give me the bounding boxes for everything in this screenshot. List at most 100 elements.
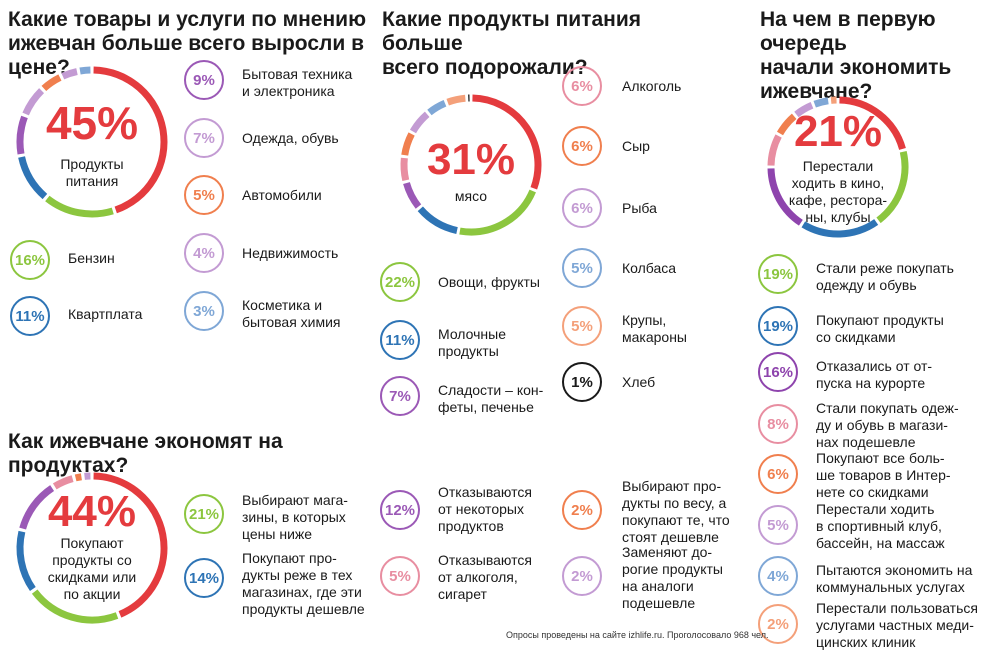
chart0-segment-0 (93, 66, 168, 214)
chart1-item-7-pct: 5% (562, 306, 602, 346)
chart1-item-2-pct: 7% (380, 376, 420, 416)
chart1-item-6-label: Колбаса (622, 260, 677, 276)
chart2-item-7-label: Перестали пользоваться услугами частных … (816, 600, 978, 650)
chart1-item-6-pct: 5% (562, 248, 602, 288)
chart2-item-4-label: Покупают все боль- ше товаров в Интер- н… (816, 450, 951, 500)
chart0-item-1-label: Квартплата (68, 306, 143, 322)
chart2-item-4-pct: 6% (758, 454, 798, 494)
chart2-item-0-label: Стали реже покупать одежду и обувь (816, 260, 954, 293)
chart0-item-2-label: Бытовая техника и электроника (242, 66, 353, 99)
chart3-item-5-label: Заменяют до- рогие продукты на аналоги п… (622, 544, 723, 611)
chart3-segment-5 (74, 473, 82, 482)
saving-title: Как ижевчане экономят на продуктах? (8, 430, 283, 477)
chart1-item-7-label: Крупы, макароны (622, 312, 687, 345)
goods-main-label: Продукты питания (60, 156, 124, 189)
chart2-item-3-label: Стали покупать одеж- ду и обувь в магази… (816, 400, 959, 450)
goods-main-pct: 45% (45, 97, 139, 149)
chart0-segment-2 (18, 156, 48, 200)
chart2-segment-4 (767, 134, 782, 166)
goods-donut-chart (16, 66, 168, 218)
chart3-segment-0 (93, 472, 168, 618)
chart3-item-1-label: Покупают про- дукты реже в тех магазинах… (242, 550, 365, 617)
chart3-item-0-label: Выбирают мага- зины, в которых цены ниже (242, 492, 348, 542)
chart0-segment-1 (45, 195, 114, 218)
chart1-segment-2 (417, 206, 458, 234)
chart1-item-0-label: Овощи, фрукты (438, 274, 540, 290)
economy-title: На чем в первую очередь начали экономить… (760, 8, 952, 103)
chart3-item-4-pct: 2% (562, 490, 602, 530)
chart2-segment-2 (801, 219, 879, 238)
chart2-segment-1 (876, 150, 909, 224)
chart1-item-4-label: Сыр (622, 138, 650, 154)
chart0-item-0-pct: 16% (10, 240, 50, 280)
chart3-segment-1 (31, 589, 119, 624)
chart3-item-2-label: Отказываются от некоторых продуктов (438, 484, 532, 534)
chart0-item-4-label: Автомобили (242, 187, 322, 203)
chart2-item-5-pct: 5% (758, 505, 798, 545)
chart3-item-2-pct: 12% (380, 490, 420, 530)
chart0-item-4-pct: 5% (184, 175, 224, 215)
chart1-item-0-pct: 22% (380, 262, 420, 302)
chart1-item-2-label: Сладости – кон- феты, печенье (438, 382, 544, 415)
chart2-item-5-label: Перестали ходить в спортивный клуб, басс… (816, 501, 945, 551)
chart0-item-3-pct: 7% (184, 118, 224, 158)
chart1-item-5-label: Рыба (622, 200, 657, 216)
chart3-item-1-pct: 14% (184, 558, 224, 598)
chart1-segment-3 (403, 181, 422, 209)
saving-main-label: Покупают продукты со скидками или по акц… (47, 535, 137, 602)
chart3-item-0-pct: 21% (184, 494, 224, 534)
chart1-segment-5 (401, 132, 415, 156)
chart1-item-3-pct: 6% (562, 66, 602, 106)
chart2-item-6-pct: 4% (758, 556, 798, 596)
chart1-segment-1 (459, 189, 536, 236)
chart3-item-3-pct: 5% (380, 556, 420, 596)
saving-donut-chart (16, 472, 168, 624)
chart2-item-1-pct: 19% (758, 306, 798, 346)
chart0-segment-3 (16, 115, 28, 155)
chart0-item-5-label: Недвижимость (242, 245, 339, 261)
chart2-item-7-pct: 2% (758, 604, 798, 644)
chart0-item-6-pct: 3% (184, 291, 224, 331)
chart2-item-0-pct: 19% (758, 254, 798, 294)
chart0-item-6-label: Косметика и бытовая химия (242, 297, 341, 330)
chart0-segment-5 (41, 74, 62, 92)
chart0-segment-6 (61, 68, 78, 80)
chart2-segment-7 (813, 97, 829, 108)
chart1-segment-7 (427, 100, 447, 116)
chart1-segment-0 (472, 94, 542, 190)
chart2-segment-6 (794, 102, 814, 118)
chart1-item-8-label: Хлеб (622, 374, 656, 390)
footnote: Опросы проведены на сайте izhlife.ru. Пр… (506, 630, 769, 640)
chart2-item-2-label: Отказались от от- пуска на курорте (816, 358, 933, 391)
economy-donut-chart (767, 96, 909, 238)
chart2-segment-5 (776, 113, 797, 136)
chart2-item-3-pct: 8% (758, 404, 798, 444)
chart1-item-8-pct: 1% (562, 362, 602, 402)
food-title: Какие продукты питания больше всего подо… (382, 8, 641, 79)
chart2-item-1-label: Покупают продукты со скидками (816, 312, 944, 345)
chart3-item-4-label: Выбирают про- дукты по весу, а покупают … (622, 478, 730, 545)
chart0-segment-7 (79, 66, 91, 75)
chart3-item-3-label: Отказываются от алкоголя, сигарет (438, 552, 532, 602)
chart2-item-6-label: Пытаются экономить на коммунальных услуг… (816, 562, 973, 595)
chart1-item-5-pct: 6% (562, 188, 602, 228)
chart1-item-1-label: Молочные продукты (438, 326, 506, 359)
food-main-label: мясо (454, 188, 488, 204)
chart0-segment-4 (22, 88, 45, 116)
chart3-item-5-pct: 2% (562, 556, 602, 596)
chart2-item-2-pct: 16% (758, 352, 798, 392)
chart3-segment-3 (19, 485, 55, 530)
chart1-segment-6 (409, 111, 430, 134)
chart1-item-1-pct: 11% (380, 320, 420, 360)
chart1-segment-8 (446, 94, 466, 106)
chart1-segment-4 (400, 157, 410, 182)
saving-main-pct: 44% (47, 487, 137, 536)
economy-main-label: Перестали ходить в кино, кафе, рестора- … (788, 158, 888, 225)
chart0-item-0-label: Бензин (68, 250, 115, 266)
food-main-pct: 31% (426, 135, 516, 184)
chart0-item-1-pct: 11% (10, 296, 50, 336)
chart0-item-3-label: Одежда, обувь (242, 130, 339, 146)
chart3-segment-2 (16, 530, 36, 592)
chart1-item-3-label: Алкоголь (622, 78, 682, 94)
chart2-segment-0 (839, 96, 906, 150)
